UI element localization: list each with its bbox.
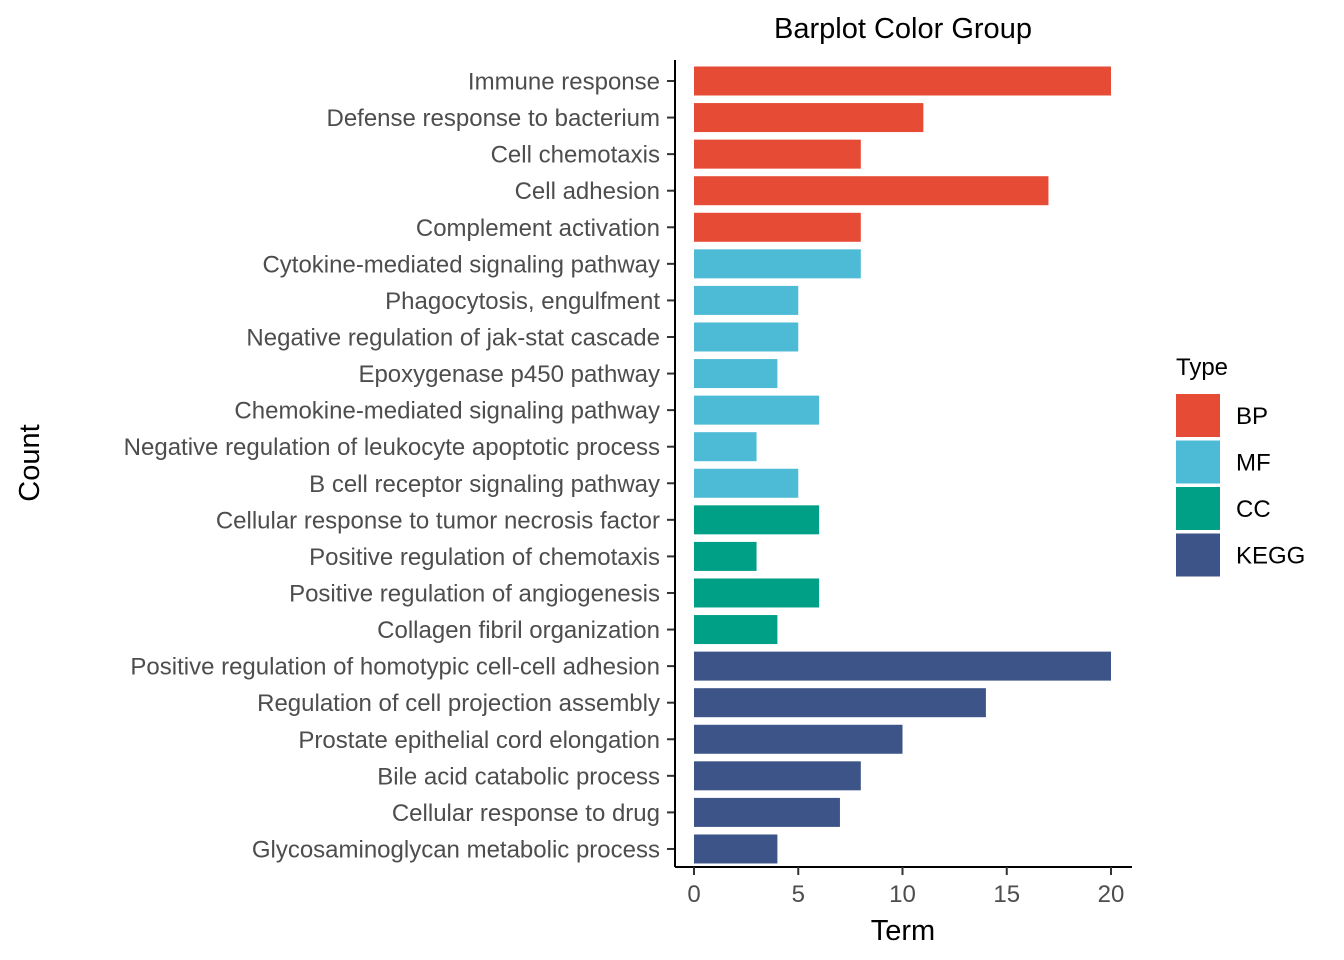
bar [694,651,1111,681]
bar [694,359,778,389]
category-label: Glycosaminoglycan metabolic process [252,836,660,863]
category-label: Regulation of cell projection assembly [257,690,660,717]
legend-label: MF [1236,450,1271,477]
category-label: Positive regulation of homotypic cell-ce… [130,654,660,681]
x-axis-title: Term [871,915,935,947]
bar [694,66,1111,96]
bar [694,432,757,462]
y-axis-title: Count [14,424,46,501]
legend-items: BP MF CC KEGG [1176,394,1305,577]
bar [694,139,861,169]
bars-group [694,66,1111,864]
bar [694,103,924,133]
category-label: Defense response to bacterium [326,105,660,132]
bar [694,395,820,425]
category-label: Bile acid catabolic process [377,763,660,790]
bar [694,541,757,571]
x-axis-ticks: 0 5 10 15 20 [687,867,1124,908]
category-label: Prostate epithelial cord elongation [298,727,660,754]
legend-swatch [1176,487,1220,530]
bar [694,505,820,535]
x-tick-label: 20 [1098,881,1125,908]
category-labels: Immune response Defense response to bacte… [124,69,661,864]
bar [694,615,778,645]
bar [694,249,861,279]
bar [694,797,840,827]
bar [694,578,820,608]
category-label: Immune response [468,69,660,96]
category-label: Cellular response to tumor necrosis fact… [216,507,660,534]
bar [694,285,799,315]
y-axis-ticks [667,80,675,850]
category-label: Cellular response to drug [392,800,660,827]
x-tick-label: 15 [993,881,1020,908]
bar [694,176,1049,206]
bar [694,724,903,754]
bar [694,322,799,352]
bar [694,688,986,718]
legend-label: BP [1236,403,1268,430]
legend: Type BP MF CC KEGG [1176,354,1305,577]
category-label: Positive regulation of angiogenesis [289,580,660,607]
legend-swatch [1176,394,1220,437]
bar [694,834,778,864]
legend-swatch [1176,440,1220,484]
category-label: Chemokine-mediated signaling pathway [234,398,660,425]
category-label: Cytokine-mediated signaling pathway [262,251,660,278]
category-label: Cell chemotaxis [491,142,660,169]
category-label: Negative regulation of leukocyte apoptot… [124,434,660,461]
bar [694,212,861,242]
legend-label: CC [1236,496,1271,523]
category-label: Epoxygenase p450 pathway [358,361,660,388]
x-tick-label: 10 [889,881,916,908]
category-label: Cell adhesion [515,178,660,205]
bar [694,468,799,498]
bar [694,761,861,791]
x-tick-label: 5 [792,881,805,908]
legend-title: Type [1176,354,1228,381]
category-label: Collagen fibril organization [377,617,660,644]
x-tick-label: 0 [687,881,700,908]
category-label: B cell receptor signaling pathway [309,471,660,498]
category-label: Negative regulation of jak-stat cascade [246,324,660,351]
chart-title: Barplot Color Group [774,13,1032,45]
legend-label: KEGG [1236,543,1305,570]
category-label: Phagocytosis, engulfment [385,288,660,315]
category-label: Complement activation [416,215,660,242]
legend-swatch [1176,533,1220,577]
category-label: Positive regulation of chemotaxis [309,544,660,571]
